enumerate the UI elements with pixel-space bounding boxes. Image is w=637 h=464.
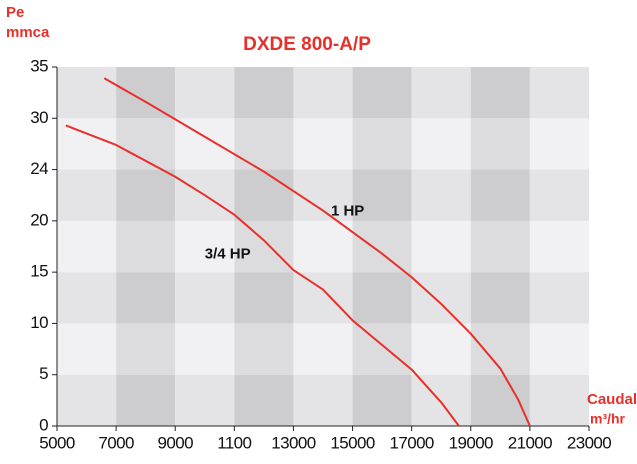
grid-cell <box>116 220 176 273</box>
grid-cell <box>470 323 530 375</box>
grid-cell <box>470 272 530 324</box>
x-axis-label: Caudal <box>587 391 637 408</box>
x-tick-label: 19000 <box>449 433 493 452</box>
grid-cell <box>352 118 412 170</box>
x-tick-label: 7000 <box>98 433 134 452</box>
grid-cell <box>352 220 412 273</box>
grid-cell <box>175 67 235 119</box>
grid-cell <box>293 67 353 119</box>
grid-cell <box>234 374 294 426</box>
grid-cell <box>116 169 176 221</box>
grid-cell <box>293 220 353 273</box>
grid-cell <box>529 118 589 170</box>
grid-cell <box>57 272 117 324</box>
grid-cell <box>529 272 589 324</box>
grid-cell <box>57 67 117 119</box>
grid-cell <box>529 323 589 375</box>
x-tick-label: 15000 <box>330 433 374 452</box>
grid-cell <box>411 374 471 426</box>
x-tick-label: 5000 <box>39 433 75 452</box>
grid-cell <box>293 272 353 324</box>
y-tick-label: 24 <box>30 159 48 178</box>
grid-cell <box>529 169 589 221</box>
y-axis-label: mmca <box>6 24 50 41</box>
grid-cell <box>529 220 589 273</box>
grid-cell <box>352 169 412 221</box>
grid-cell <box>411 67 471 119</box>
grid-cell <box>293 118 353 170</box>
y-tick-label: 15 <box>30 262 48 281</box>
grid-cell <box>234 67 294 119</box>
x-tick-label: 21000 <box>508 433 552 452</box>
y-tick-label: 30 <box>30 108 48 127</box>
grid-cell <box>352 67 412 119</box>
y-tick-label: 0 <box>39 415 48 434</box>
grid-cell <box>293 374 353 426</box>
grid-cell <box>234 220 294 273</box>
grid-cell <box>116 323 176 375</box>
x-tick-label: 17000 <box>390 433 434 452</box>
y-axis-label: Pe <box>6 4 24 21</box>
grid-cell <box>293 323 353 375</box>
y-tick-label: 20 <box>30 210 48 229</box>
grid-cell <box>57 374 117 426</box>
grid-cell <box>411 220 471 273</box>
grid-cell <box>470 169 530 221</box>
y-tick-label: 10 <box>30 313 48 332</box>
grid-cell <box>470 118 530 170</box>
grid-cell <box>411 169 471 221</box>
grid-cell <box>352 272 412 324</box>
grid-cell <box>352 323 412 375</box>
grid-cell <box>57 323 117 375</box>
grid-cell <box>470 220 530 273</box>
grid-cell <box>411 118 471 170</box>
grid-cell <box>411 272 471 324</box>
grid-cell <box>116 272 176 324</box>
grid-cell <box>234 323 294 375</box>
chart-title: DXDE 800-A/P <box>243 34 371 55</box>
grid-cell <box>175 374 235 426</box>
grid-cell <box>234 169 294 221</box>
grid-cell <box>175 118 235 170</box>
grid-cell <box>411 323 471 375</box>
grid-cell <box>116 374 176 426</box>
x-tick-label: 23000 <box>567 433 611 452</box>
grid-cell <box>57 220 117 273</box>
y-tick-label: 5 <box>39 364 48 383</box>
grid-cell <box>529 374 589 426</box>
grid-cell <box>234 118 294 170</box>
x-axis-label: m³/hr <box>590 411 626 427</box>
grid-cell <box>352 374 412 426</box>
x-tick-label: 1100 <box>217 433 251 452</box>
x-tick-label: 13000 <box>271 433 315 452</box>
grid-cell <box>57 169 117 221</box>
plot-background <box>57 67 589 426</box>
grid-cell <box>529 67 589 119</box>
grid-cell <box>470 374 530 426</box>
grid-cell <box>175 272 235 324</box>
grid-cell <box>175 220 235 273</box>
grid-cell <box>470 67 530 119</box>
y-tick-label: 35 <box>30 56 48 75</box>
series-label: 1 HP <box>331 203 364 220</box>
grid-cell <box>175 323 235 375</box>
grid-cell <box>234 272 294 324</box>
curve <box>65 124 460 427</box>
grid-cell <box>293 169 353 221</box>
x-tick-label: 9000 <box>158 433 194 452</box>
series-label: 3/4 HP <box>205 246 251 263</box>
curve <box>103 77 531 427</box>
grid-cell <box>116 67 176 119</box>
